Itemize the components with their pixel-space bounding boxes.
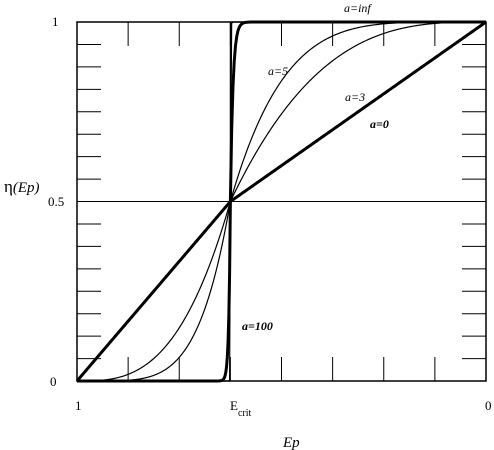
y-axis-label: η(Ep) <box>4 177 40 196</box>
y-axis-label-symbol: η <box>4 177 13 196</box>
label-a-0: a=0 <box>370 117 389 131</box>
y-axis-label-arg: (Ep) <box>13 180 40 196</box>
label-a-3: a=3 <box>345 90 365 104</box>
y-tick-1: 1 <box>52 14 59 29</box>
x-tick-mid-sub: crit <box>238 408 252 419</box>
x-tick-right: 0 <box>485 398 492 413</box>
label-a-100: a=100 <box>242 319 273 333</box>
plot-frame <box>76 21 487 382</box>
label-a-5: a=5 <box>268 64 288 78</box>
x-tick-mid-main: E <box>230 398 238 413</box>
x-tick-left: 1 <box>75 398 82 413</box>
y-tick-0-5: 0.5 <box>48 194 64 209</box>
y-tick-0: 0 <box>50 374 57 389</box>
reference-lines <box>77 22 486 202</box>
x-tick-mid: Ecrit <box>230 398 252 419</box>
x-axis-label: Ep <box>282 435 300 450</box>
axis-ticks <box>77 22 486 381</box>
label-a-inf: a=inf <box>344 1 372 15</box>
